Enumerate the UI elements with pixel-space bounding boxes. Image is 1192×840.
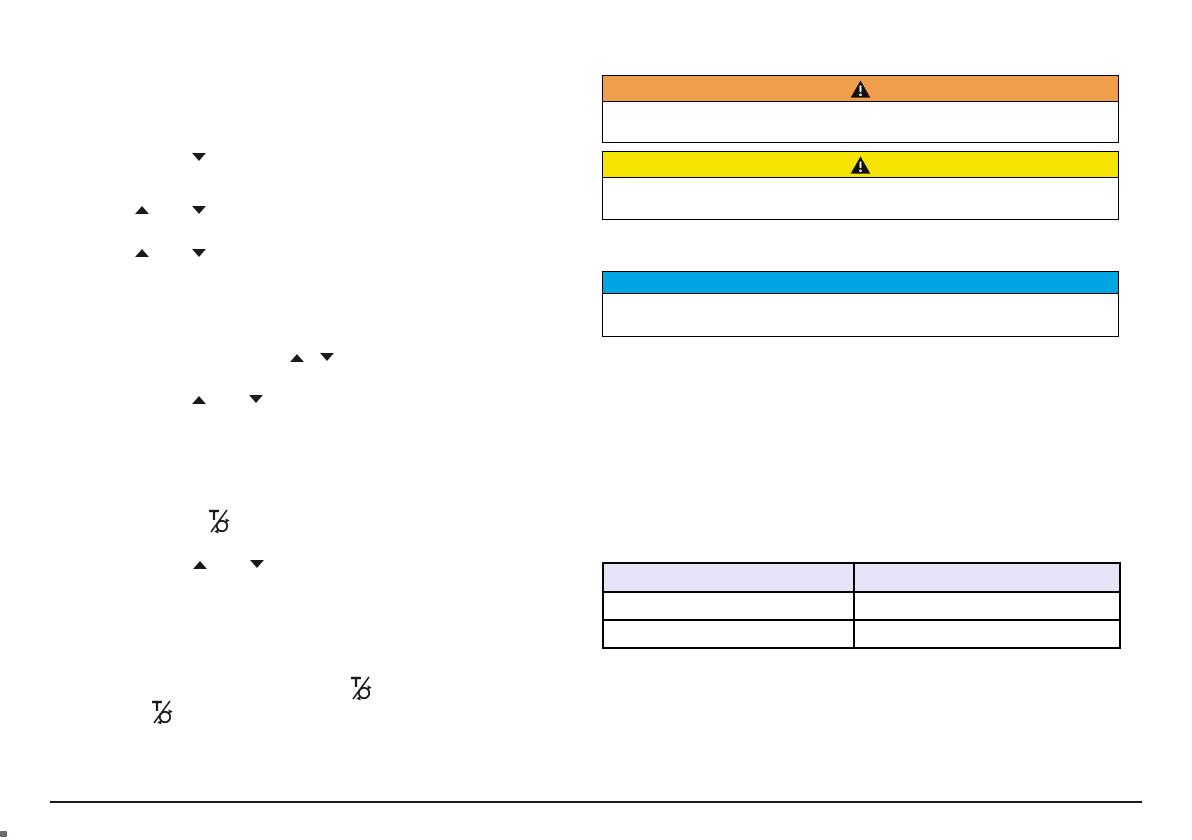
table-cell xyxy=(853,591,1121,621)
down-arrow-key-icon xyxy=(249,395,263,403)
timer-shift-key-icon xyxy=(207,508,231,534)
warning-alert-header xyxy=(603,76,1118,102)
down-arrow-key-icon xyxy=(192,206,206,214)
caution-alert-box xyxy=(602,151,1119,220)
footer-rule xyxy=(50,801,1142,803)
warning-triangle-icon xyxy=(850,79,871,98)
down-arrow-key-icon xyxy=(250,560,264,568)
timer-shift-key-icon xyxy=(150,699,174,725)
caution-alert-header xyxy=(603,152,1118,178)
down-arrow-key-icon xyxy=(320,353,334,361)
up-arrow-key-icon xyxy=(192,396,206,404)
up-arrow-key-icon xyxy=(135,249,149,257)
caution-alert-body xyxy=(603,178,1118,220)
table-row xyxy=(602,591,1121,621)
down-arrow-key-icon xyxy=(192,153,206,161)
timer-shift-key-icon xyxy=(349,675,373,701)
table-header-cell xyxy=(602,562,855,593)
notice-alert-box xyxy=(602,271,1119,337)
warning-alert-body xyxy=(603,102,1118,143)
up-arrow-key-icon xyxy=(135,206,149,214)
page-corner-mark xyxy=(0,831,7,837)
up-arrow-key-icon xyxy=(193,561,207,569)
up-arrow-key-icon xyxy=(290,354,304,362)
table-header-cell xyxy=(853,562,1121,593)
table-header-row xyxy=(602,562,1121,593)
down-arrow-key-icon xyxy=(192,249,206,257)
notice-alert-header xyxy=(603,272,1118,294)
warning-alert-box xyxy=(602,75,1119,143)
table-row xyxy=(602,619,1121,649)
warning-triangle-icon xyxy=(850,155,871,174)
table-cell xyxy=(602,591,855,621)
table-cell xyxy=(602,619,855,649)
table-cell xyxy=(853,619,1121,649)
reference-table xyxy=(602,562,1121,649)
notice-alert-body xyxy=(603,294,1118,337)
